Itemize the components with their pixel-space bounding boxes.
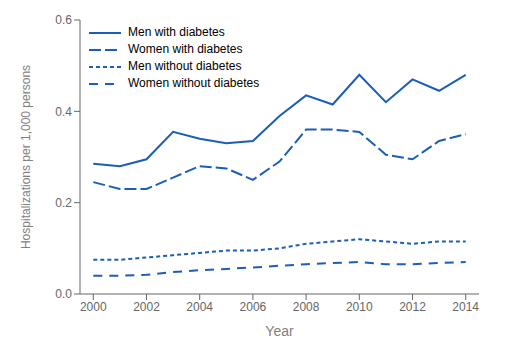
- svg-text:2002: 2002: [133, 300, 160, 314]
- svg-text:2004: 2004: [186, 300, 213, 314]
- svg-text:0.4: 0.4: [55, 105, 72, 119]
- svg-text:2012: 2012: [399, 300, 426, 314]
- html-text:Women without diabetes: Women without diabetes: [128, 76, 260, 90]
- svg-text:0.2: 0.2: [55, 196, 72, 210]
- svg-text:Year: Year: [265, 323, 294, 339]
- html-text:Men with diabetes: Men with diabetes: [128, 25, 225, 39]
- html-text:Men without diabetes: Men without diabetes: [128, 59, 242, 73]
- svg-text:0.0: 0.0: [55, 287, 72, 301]
- svg-text:2006: 2006: [240, 300, 267, 314]
- svg-text:2010: 2010: [346, 300, 373, 314]
- svg-text:2008: 2008: [293, 300, 320, 314]
- svg-text:Hospitalizations per 1,000 per: Hospitalizations per 1,000 persons: [19, 65, 33, 249]
- html-text:Women with diabetes: Women with diabetes: [128, 42, 243, 56]
- svg-text:0.6: 0.6: [55, 13, 72, 27]
- svg-text:2014: 2014: [452, 300, 479, 314]
- svg-text:2000: 2000: [80, 300, 107, 314]
